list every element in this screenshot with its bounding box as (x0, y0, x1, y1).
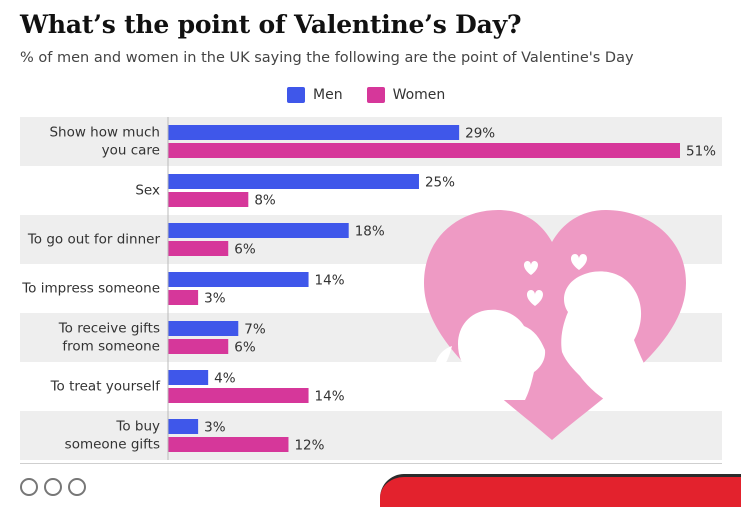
bar-women (168, 143, 680, 158)
legend-swatch-women (366, 87, 385, 103)
bar-men (168, 272, 309, 287)
category-label: someone gifts (65, 437, 160, 453)
heart-illustration (424, 210, 686, 440)
bar-women (168, 437, 289, 452)
value-label-women: 8% (254, 193, 276, 209)
bar-chart: 29% 51% Show how much you care 25% 8% Sex 18% 6%… (20, 117, 722, 460)
value-label-men: 18% (355, 224, 385, 240)
bar-women (168, 339, 229, 354)
bar-men (168, 321, 239, 336)
attribution-icon (44, 478, 62, 496)
category-label: To treat yourself (50, 379, 162, 395)
bar-men (168, 370, 209, 385)
value-label-women: 3% (204, 291, 226, 307)
bar-women (168, 388, 309, 403)
girl-silhouette (456, 309, 546, 400)
legend-label-men: Men (313, 87, 343, 103)
category-label: you care (102, 143, 160, 159)
legend-swatch-men (287, 87, 305, 103)
small-heart-icon (570, 254, 588, 270)
legend-item-men: Men (287, 87, 343, 103)
category-label: To go out for dinner (27, 232, 161, 248)
bar-men (168, 125, 460, 140)
value-label-men: 25% (425, 175, 455, 191)
share-icon (68, 478, 86, 496)
ponytail-shape (434, 346, 452, 376)
value-label-men: 7% (244, 322, 266, 338)
value-label-men: 3% (204, 420, 226, 436)
category-label: from someone (62, 339, 160, 355)
value-label-men: 14% (315, 273, 345, 289)
bar-men (168, 174, 419, 189)
category-label: Sex (135, 183, 160, 199)
value-label-women: 51% (686, 144, 716, 160)
legend: Men Women (287, 87, 445, 103)
footer-icons (20, 478, 86, 496)
value-label-men: 29% (465, 126, 495, 142)
bar-women (168, 241, 229, 256)
boy-silhouette (561, 271, 662, 408)
category-label: Show how much (49, 125, 160, 141)
category-label: To impress someone (21, 281, 160, 297)
category-label: To buy (115, 419, 160, 435)
bar-men (168, 223, 349, 238)
license-icon (20, 478, 38, 496)
chart-title: What’s the point of Valentine’s Day? (20, 10, 522, 39)
value-label-women: 6% (234, 340, 256, 356)
legend-item-women: Women (366, 87, 446, 103)
small-heart-icon (526, 290, 544, 306)
row-band (20, 411, 722, 460)
bar-women (168, 290, 199, 305)
bar-men (168, 419, 199, 434)
small-heart-icon (523, 261, 539, 275)
value-label-women: 14% (315, 389, 345, 405)
divider (20, 463, 722, 464)
value-label-men: 4% (214, 371, 236, 387)
brand-band (380, 474, 741, 507)
chart-subtitle: % of men and women in the UK saying the … (20, 50, 634, 66)
bar-women (168, 192, 249, 207)
category-label: To receive gifts (58, 321, 160, 337)
legend-label-women: Women (392, 87, 446, 103)
value-label-women: 6% (234, 242, 256, 258)
value-label-women: 12% (294, 438, 324, 454)
